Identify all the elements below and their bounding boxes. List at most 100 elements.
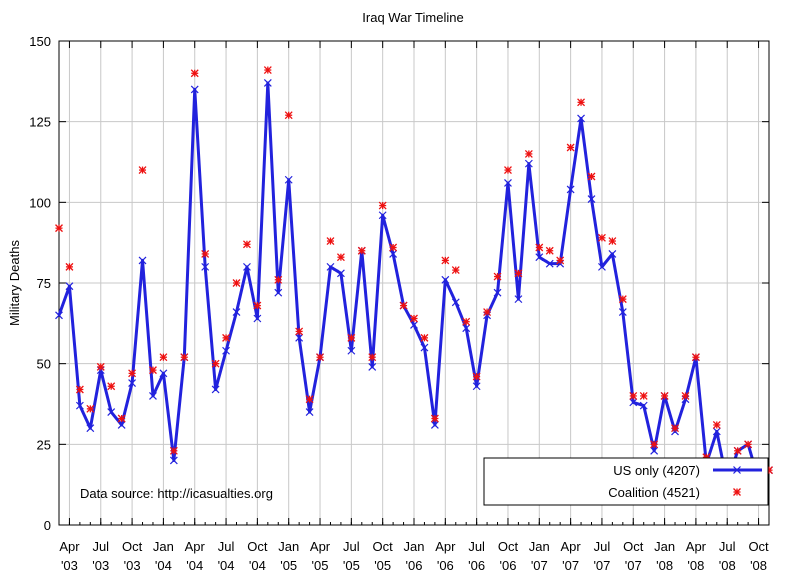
- x-tick-label-year: '07: [625, 558, 642, 573]
- coalition-point: [744, 440, 753, 449]
- coalition-point: [149, 366, 157, 375]
- coalition-point: [159, 353, 168, 362]
- us-point: [326, 262, 335, 271]
- x-tick-label-month: Jul: [594, 539, 611, 554]
- coalition-point: [691, 353, 700, 362]
- us-point: [211, 385, 220, 394]
- coalition-point: [305, 395, 314, 404]
- axes: 0 25 50 75 100 125 150 Apr '03 Jul '03 Oct '03 Jan '04…: [29, 34, 770, 573]
- y-tick-label: 50: [37, 357, 51, 372]
- us-point: [566, 185, 575, 194]
- x-tick-label-month: Apr: [561, 539, 582, 554]
- coalition-point: [629, 391, 638, 400]
- coalition-point: [504, 166, 512, 175]
- us-point: [389, 250, 398, 258]
- coalition-point: [326, 237, 335, 246]
- x-tick-label-year: '04: [155, 558, 172, 573]
- x-tick-label-month: Oct: [373, 539, 394, 554]
- us-point: [430, 421, 439, 429]
- coalition-point: [681, 391, 690, 400]
- us-point: [462, 324, 471, 333]
- x-tick-label-year: '08: [687, 558, 704, 573]
- us-point: [232, 308, 241, 316]
- coalition-point: [117, 414, 126, 423]
- x-tick-label-month: Jan: [278, 539, 299, 554]
- x-tick-label-month: Jul: [218, 539, 235, 554]
- coalition-point: [253, 301, 262, 310]
- us-point: [577, 114, 585, 123]
- coalition-point: [639, 391, 648, 400]
- us-point: [107, 408, 116, 416]
- us-point: [263, 79, 272, 87]
- y-tick-label: 125: [29, 115, 51, 130]
- x-tick-label-month: Apr: [59, 539, 80, 554]
- coalition-point: [232, 279, 241, 287]
- coalition-point: [242, 240, 251, 249]
- y-tick-label: 25: [37, 437, 51, 452]
- coalition-point: [138, 166, 147, 175]
- x-tick-label-month: Oct: [122, 539, 143, 554]
- coalition-point: [462, 317, 471, 326]
- x-tick-label-year: '07: [531, 558, 548, 573]
- us-point: [650, 446, 659, 455]
- us-point: [410, 321, 418, 329]
- coalition-point: [441, 256, 450, 265]
- y-tick-label: 0: [44, 518, 51, 533]
- data-source-annotation: Data source: http://icasualties.org: [80, 486, 273, 501]
- series-layer: [55, 66, 773, 488]
- coalition-point: [451, 266, 460, 275]
- us-point: [598, 262, 606, 271]
- us-point: [493, 288, 502, 297]
- us-point: [284, 175, 293, 184]
- us-point: [305, 408, 314, 416]
- coalition-point: [55, 224, 63, 233]
- us-point: [420, 343, 429, 352]
- us-point: [65, 282, 74, 291]
- x-tick-label-month: Jul: [343, 539, 360, 554]
- coalition-point: [733, 446, 742, 455]
- coalition-point: [389, 243, 398, 252]
- x-tick-label-year: '06: [437, 558, 454, 573]
- coalition-point: [671, 424, 679, 433]
- x-tick-label-month: Oct: [623, 539, 644, 554]
- us-point: [524, 159, 533, 168]
- us-point: [587, 195, 596, 204]
- us-point: [117, 421, 126, 429]
- us-point: [368, 362, 377, 371]
- us-point: [639, 401, 648, 410]
- coalition-point: [274, 275, 283, 284]
- coalition-point: [65, 262, 74, 271]
- coalition-point: [608, 237, 617, 246]
- x-tick-label-year: '04: [218, 558, 235, 573]
- x-tick-label-month: Jan: [654, 539, 675, 554]
- coalition-point: [410, 314, 418, 323]
- coalition-point: [128, 369, 137, 378]
- coalition-point: [295, 327, 304, 336]
- coalition-point: [597, 233, 606, 242]
- coalition-point: [336, 253, 345, 262]
- coalition-point: [650, 440, 659, 449]
- chart-title: Iraq War Timeline: [362, 10, 463, 25]
- us-point: [243, 262, 251, 271]
- legend: US only (4207) Coalition (4521): [483, 457, 769, 506]
- coalition-point: [483, 308, 492, 316]
- coalition-point: [556, 256, 565, 265]
- coalition-point: [107, 382, 116, 391]
- coalition-point: [201, 250, 210, 258]
- coalition-point: [169, 446, 178, 455]
- x-tick-label-month: Jan: [529, 539, 550, 554]
- us-point: [159, 369, 168, 378]
- us-point: [712, 427, 721, 436]
- coalition-point: [190, 69, 199, 78]
- legend-marker-coalition: [733, 488, 741, 496]
- us-point: [504, 179, 512, 187]
- us-point: [514, 295, 523, 304]
- us-point: [190, 85, 199, 94]
- coalition-point: [222, 333, 231, 342]
- x-tick-label-month: Apr: [185, 539, 206, 554]
- us-point: [222, 346, 230, 355]
- us-point: [295, 333, 304, 342]
- coalition-point: [378, 201, 387, 210]
- us-point: [86, 424, 95, 433]
- coalition-point: [420, 333, 429, 342]
